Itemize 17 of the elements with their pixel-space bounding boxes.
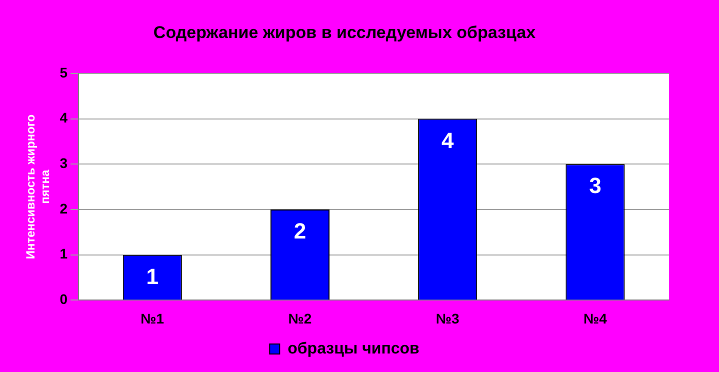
- y-tick-label: 1: [60, 246, 68, 262]
- data-label: 2: [294, 218, 306, 244]
- data-label: 3: [589, 173, 602, 198]
- y-tick-label: 2: [60, 200, 68, 216]
- legend-label: образцы чипсов: [288, 340, 420, 358]
- x-tick-label: №3: [436, 310, 460, 326]
- y-axis-title: Интенсивность жирного пятна: [24, 114, 52, 260]
- y-tick-label: 3: [60, 154, 68, 171]
- x-tick-label: №4: [583, 310, 608, 326]
- x-tick-label: №2: [288, 310, 312, 326]
- data-label: 4: [441, 128, 454, 153]
- x-tick-label: №1: [140, 310, 164, 326]
- chart-title: Содержание жиров в исследуемых образцах: [153, 22, 536, 42]
- data-label: 1: [146, 264, 159, 289]
- y-tick-label: 5: [60, 64, 68, 80]
- y-tick-label: 0: [60, 291, 68, 308]
- y-tick-label: 4: [60, 110, 68, 126]
